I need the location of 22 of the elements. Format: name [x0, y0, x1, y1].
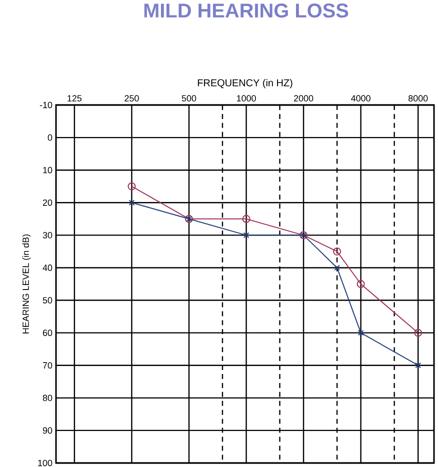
y-axis-title: HEARING LEVEL (in dB)	[22, 234, 31, 334]
y-tick-label: 50	[42, 297, 52, 304]
y-tick-label: 60	[42, 330, 52, 336]
x-tick-label: 1000	[236, 95, 256, 102]
y-tick-label: -10	[40, 102, 52, 108]
x-tick-label: 2000	[294, 95, 314, 102]
chart-title: MILD HEARING LOSS	[144, 4, 348, 18]
x-tick-label: 4000	[351, 95, 370, 102]
y-tick-label: 80	[42, 394, 52, 402]
x-axis-title: FREQUENCY (in HZ)	[198, 79, 292, 88]
x-tick-label: 8000	[408, 95, 428, 102]
y-tick-label: 10	[43, 166, 52, 174]
x-tick-label: 250	[124, 95, 139, 102]
y-tick-label: 70	[42, 362, 52, 369]
y-tick-label: 30	[42, 232, 52, 238]
y-tick-label: 0	[48, 134, 52, 141]
x-tick-label: 125	[68, 95, 82, 102]
y-tick-label: 90	[42, 427, 52, 434]
y-tick-label: 100	[38, 460, 52, 466]
x-tick-label: 500	[182, 95, 196, 102]
y-tick-label: 20	[42, 199, 52, 206]
y-tick-label: 40	[42, 264, 52, 271]
